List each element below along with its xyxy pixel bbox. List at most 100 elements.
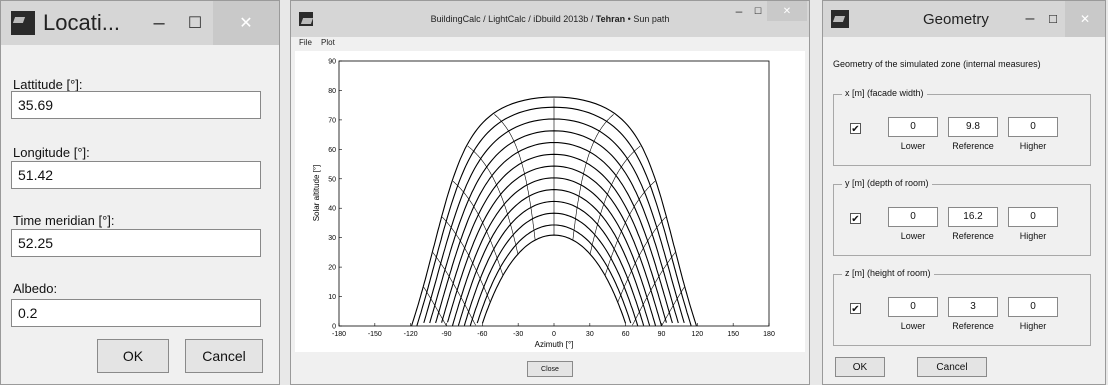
sunpath-titlebar: BuildingCalc / LightCalc / iDbuild 2013b… bbox=[291, 1, 809, 37]
x-tick-label: -150 bbox=[368, 331, 382, 338]
x-higher-input[interactable]: 0 bbox=[1008, 117, 1058, 137]
x-dimension-checkbox[interactable]: ✔ bbox=[850, 123, 861, 135]
x-tick-label: -90 bbox=[441, 331, 451, 338]
z-dimension-checkbox[interactable]: ✔ bbox=[850, 303, 861, 315]
lower-label: Lower bbox=[900, 141, 926, 151]
x-tick-label: 0 bbox=[552, 331, 556, 338]
x-tick-label: -180 bbox=[332, 331, 346, 338]
y-reference-input[interactable]: 16.2 bbox=[948, 207, 998, 227]
reference-label: Reference bbox=[952, 141, 994, 151]
longitude-input[interactable] bbox=[11, 161, 261, 189]
y-tick-label: 20 bbox=[328, 265, 336, 272]
lower-label: Lower bbox=[900, 321, 926, 331]
geometry-cancel-button[interactable]: Cancel bbox=[917, 357, 987, 377]
geometry-title: Geometry bbox=[923, 10, 989, 28]
x-tick-label: -120 bbox=[404, 331, 418, 338]
close-button[interactable]: ✕ bbox=[767, 1, 807, 21]
minimize-button[interactable]: – bbox=[735, 4, 743, 18]
z-lower-input[interactable]: 0 bbox=[888, 297, 938, 317]
longitude-label: Longitude [°]: bbox=[13, 145, 90, 160]
x-dimension-group: x [m] (facade width) ✔ 0 9.8 0 Lower Ref… bbox=[833, 88, 1091, 166]
y-tick-label: 10 bbox=[328, 294, 336, 301]
menu-bar: File Plot bbox=[291, 37, 809, 51]
sunpath-title-view: Sun path bbox=[633, 14, 670, 24]
declination-path-0 bbox=[411, 96, 697, 326]
minimize-button[interactable]: – bbox=[153, 11, 165, 34]
hour-line-15 bbox=[604, 180, 656, 276]
latitude-input[interactable] bbox=[11, 91, 261, 119]
close-button[interactable]: ✕ bbox=[213, 1, 279, 45]
hour-line-6 bbox=[423, 286, 447, 327]
y-tick-label: 0 bbox=[332, 324, 336, 331]
minimize-button[interactable]: – bbox=[1025, 10, 1035, 27]
y-tick-label: 70 bbox=[328, 117, 336, 124]
x-tick-label: 180 bbox=[763, 331, 775, 338]
y-tick-label: 30 bbox=[328, 235, 336, 242]
y-tick-label: 60 bbox=[328, 147, 336, 154]
y-lower-input[interactable]: 0 bbox=[888, 207, 938, 227]
close-plot-button[interactable]: Close bbox=[527, 361, 573, 377]
reference-label: Reference bbox=[952, 321, 994, 331]
location-window: Locati... – ☐ ✕ Lattitude [°]: Longitude… bbox=[0, 0, 280, 385]
y-dimension-group: y [m] (depth of room) ✔ 0 16.2 0 Lower R… bbox=[833, 178, 1091, 256]
y-tick-label: 40 bbox=[328, 206, 336, 213]
declination-path-12 bbox=[481, 234, 627, 324]
x-tick-label: 90 bbox=[658, 331, 666, 338]
albedo-label: Albedo: bbox=[13, 281, 58, 296]
sunpath-title-sep: • bbox=[627, 14, 631, 24]
cancel-button[interactable]: Cancel bbox=[185, 339, 263, 373]
x-reference-input[interactable]: 9.8 bbox=[948, 117, 998, 137]
time-meridian-input[interactable] bbox=[11, 229, 261, 257]
hour-line-9 bbox=[452, 180, 504, 276]
geometry-ok-button[interactable]: OK bbox=[835, 357, 885, 377]
z-reference-input[interactable]: 3 bbox=[948, 297, 998, 317]
hour-line-8 bbox=[441, 216, 491, 303]
geometry-titlebar: Geometry bbox=[823, 1, 1105, 37]
x-dimension-legend: x [m] (facade width) bbox=[842, 88, 927, 98]
app-icon bbox=[299, 12, 313, 26]
plot-area: -180 -150 -120 -90 -60 -30 0 30 60 90 120 150 180 0 10… bbox=[295, 51, 805, 352]
higher-label: Higher bbox=[1019, 231, 1047, 241]
maximize-button[interactable]: ☐ bbox=[753, 5, 763, 16]
close-button[interactable]: ✕ bbox=[1065, 1, 1105, 37]
menu-plot[interactable]: Plot bbox=[321, 38, 335, 47]
ok-button[interactable]: OK bbox=[97, 339, 169, 373]
lower-label: Lower bbox=[900, 231, 926, 241]
albedo-input[interactable] bbox=[11, 299, 261, 327]
menu-file[interactable]: File bbox=[299, 38, 312, 47]
x-tick-label: -60 bbox=[477, 331, 487, 338]
hour-line-18 bbox=[661, 286, 685, 327]
higher-label: Higher bbox=[1019, 321, 1047, 331]
z-higher-input[interactable]: 0 bbox=[1008, 297, 1058, 317]
hour-line-10 bbox=[467, 145, 519, 255]
hour-line-11 bbox=[494, 114, 536, 241]
y-axis-label: Solar altitude [°] bbox=[312, 165, 321, 222]
y-tick-label: 80 bbox=[328, 88, 336, 95]
x-tick-label: 150 bbox=[727, 331, 739, 338]
maximize-button[interactable]: ☐ bbox=[187, 15, 203, 32]
y-higher-input[interactable]: 0 bbox=[1008, 207, 1058, 227]
sunpath-window: BuildingCalc / LightCalc / iDbuild 2013b… bbox=[290, 0, 810, 385]
x-tick-label: 60 bbox=[622, 331, 630, 338]
y-dimension-legend: y [m] (depth of room) bbox=[842, 178, 932, 188]
x-tick-label: -30 bbox=[513, 331, 523, 338]
z-dimension-group: z [m] (height of room) ✔ 0 3 0 Lower Ref… bbox=[833, 268, 1091, 346]
sun-path-chart: -180 -150 -120 -90 -60 -30 0 30 60 90 120 150 180 0 10… bbox=[312, 59, 775, 350]
declination-path-6 bbox=[446, 165, 663, 327]
x-tick-label: 120 bbox=[691, 331, 703, 338]
sunpath-title-dash: / bbox=[590, 14, 596, 24]
x-axis-label: Azimuth [°] bbox=[535, 340, 574, 349]
x-lower-input[interactable]: 0 bbox=[888, 117, 938, 137]
y-dimension-checkbox[interactable]: ✔ bbox=[850, 213, 861, 225]
hour-line-14 bbox=[589, 145, 641, 255]
reference-label: Reference bbox=[952, 231, 994, 241]
declination-path-11 bbox=[476, 224, 632, 324]
sunpath-title-city: Tehran bbox=[595, 14, 626, 24]
app-icon bbox=[11, 11, 35, 35]
geometry-window: Geometry – ☐ ✕ Geometry of the simulated… bbox=[822, 0, 1106, 385]
x-tick-label: 30 bbox=[586, 331, 594, 338]
location-title: Locati... bbox=[43, 10, 121, 35]
time-meridian-label: Time meridian [°]: bbox=[13, 213, 115, 228]
sunpath-title-app: BuildingCalc / LightCalc / iDbuild 2013b bbox=[430, 14, 589, 24]
maximize-button[interactable]: ☐ bbox=[1048, 13, 1058, 26]
